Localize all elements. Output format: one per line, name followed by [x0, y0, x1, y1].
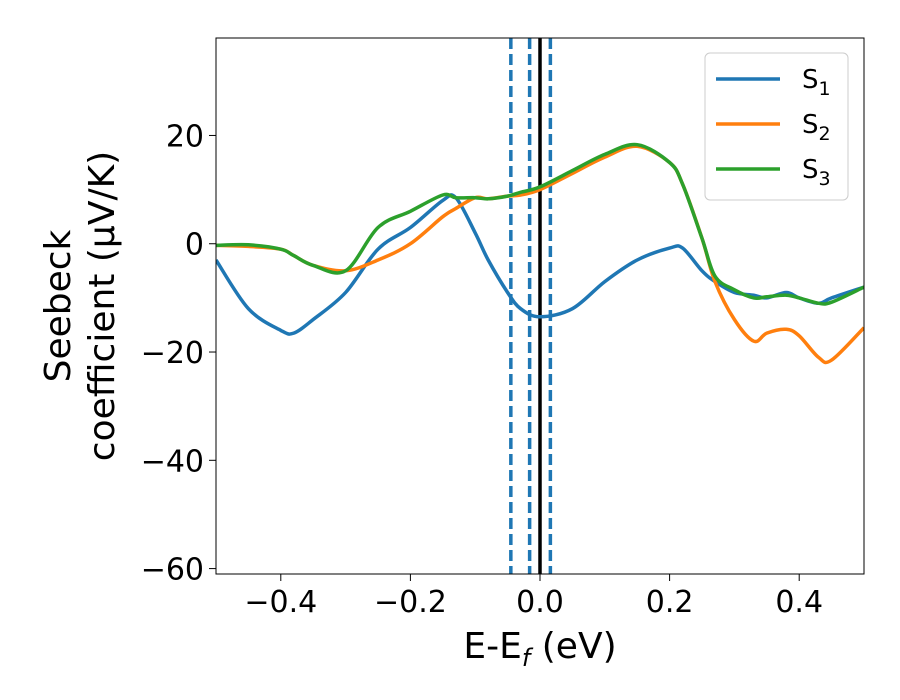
- x-axis-label: E-Ef (eV): [463, 626, 616, 672]
- x-tick-label: 0.2: [646, 585, 694, 620]
- y-tick-label: 0: [185, 228, 204, 263]
- vertical-reference-lines: [509, 38, 553, 574]
- legend-label-s2: S2: [802, 110, 831, 145]
- series-lines: [216, 142, 864, 365]
- x-tick-label: −0.2: [374, 585, 447, 620]
- y-axis-label-line2: coefficient (μV/K): [82, 151, 123, 461]
- y-axis-ticks: −60 −40 −20 0 20: [141, 119, 216, 588]
- x-tick-label: −0.4: [244, 585, 317, 620]
- y-tick-label: 20: [166, 119, 204, 154]
- y-axis-label: Seebeck coefficient (μV/K): [38, 151, 123, 461]
- y-tick-label: −60: [141, 553, 204, 588]
- y-axis-label-line1: Seebeck: [38, 229, 79, 382]
- x-axis-ticks: −0.4 −0.2 0.0 0.2 0.4: [244, 574, 823, 620]
- legend-label-s1: S1: [802, 65, 831, 100]
- x-tick-label: 0.0: [516, 585, 564, 620]
- y-tick-label: −20: [141, 336, 204, 371]
- x-tick-label: 0.4: [775, 585, 823, 620]
- legend: S1 S2 S3: [704, 52, 849, 201]
- y-tick-label: −40: [141, 444, 204, 479]
- legend-label-s3: S3: [802, 155, 831, 190]
- legend-box: [704, 52, 849, 201]
- series-line-s3: [216, 142, 864, 306]
